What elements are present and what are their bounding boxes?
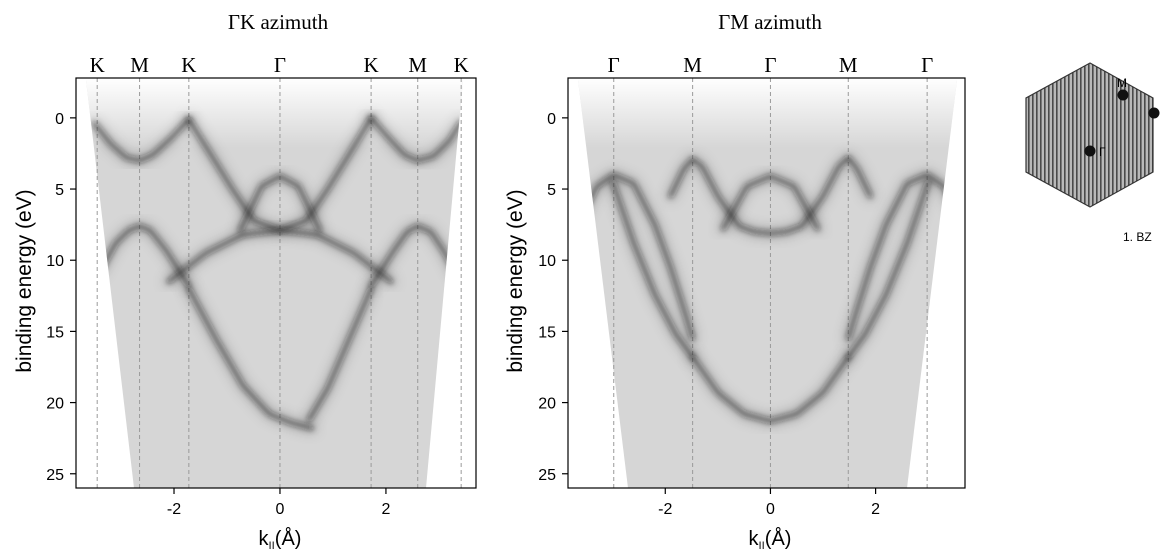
x-tick-label: 0 — [766, 501, 775, 518]
band-line — [579, 173, 695, 341]
y-tick-label: 10 — [538, 253, 556, 270]
panel-title: ΓK azimuth — [228, 10, 329, 34]
band-line — [307, 286, 373, 422]
band-line — [187, 286, 314, 430]
symmetry-point-label: K — [454, 53, 469, 77]
symmetry-lines — [613, 78, 928, 488]
band-line — [610, 180, 695, 359]
y-tick-label: 10 — [46, 253, 64, 270]
x-tick-label: -2 — [658, 501, 672, 518]
y-tick-label: 25 — [538, 467, 556, 484]
band-line — [238, 174, 322, 233]
m-point-label: M — [1117, 76, 1127, 90]
x-tick-label: -2 — [167, 501, 181, 518]
x-axis-label: k||(Å) — [259, 527, 302, 549]
symmetry-point-label: M — [130, 53, 149, 77]
plot-frame — [75, 77, 477, 489]
y-tick-label: 0 — [547, 111, 556, 128]
plot-frame — [567, 77, 966, 489]
y-tick-label: 5 — [547, 182, 556, 199]
y-axis-label: binding energy (eV) — [13, 189, 36, 372]
symmetry-point-label: M — [683, 53, 702, 77]
band-line — [369, 224, 462, 288]
symmetry-point-label: K — [90, 53, 105, 77]
panel-title: ΓM azimuth — [718, 10, 822, 34]
y-tick-label: 15 — [46, 324, 64, 341]
symmetry-point-label: Γ — [608, 53, 620, 77]
band-dispersion — [578, 153, 957, 426]
bz-caption: 1. BZ — [1123, 230, 1152, 244]
spectrum-area — [86, 80, 463, 488]
band-line — [668, 155, 873, 235]
band-line — [846, 173, 957, 341]
band-line — [166, 228, 393, 284]
x-tick-label: 2 — [381, 501, 390, 518]
symmetry-point-label: Γ — [921, 53, 933, 77]
symmetry-point-label: K — [181, 53, 196, 77]
band-dispersion — [90, 113, 463, 433]
y-tick-label: 15 — [538, 324, 556, 341]
y-axis-label: binding energy (eV) — [504, 189, 527, 372]
brillouin-zone-inset: M Γ 1. BZ — [1025, 62, 1160, 244]
x-tick-label: 0 — [276, 501, 285, 518]
x-tick-label: 2 — [871, 501, 880, 518]
gamma-point-marker — [1084, 145, 1096, 157]
gamma-point-label: Γ — [1099, 145, 1106, 159]
y-tick-label: 20 — [538, 396, 556, 413]
band-line — [92, 117, 191, 163]
band-line — [846, 180, 930, 359]
y-tick-label: 0 — [55, 111, 64, 128]
x-axis-label: k||(Å) — [749, 527, 792, 549]
m-point-marker — [1117, 89, 1129, 101]
y-tick-label: 25 — [46, 467, 64, 484]
y-tick-label: 20 — [46, 396, 64, 413]
y-tick-label: 5 — [55, 182, 64, 199]
symmetry-point-label: M — [408, 53, 427, 77]
symmetry-point-label: Γ — [274, 53, 286, 77]
band-line — [98, 224, 191, 288]
band-line — [690, 355, 851, 423]
hexagon-shape — [1025, 62, 1154, 208]
symmetry-point-label: Γ — [764, 53, 776, 77]
symmetry-point-label: M — [839, 53, 858, 77]
band-line — [369, 116, 463, 163]
symmetry-point-label: K — [364, 53, 379, 77]
k-point-marker — [1148, 107, 1160, 119]
band-line — [721, 174, 820, 231]
spectrum-area — [578, 80, 957, 488]
